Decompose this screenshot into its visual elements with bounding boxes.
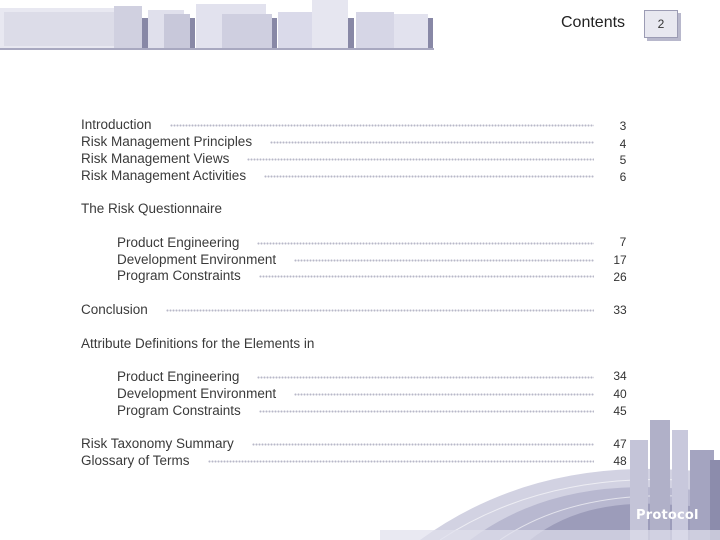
- dot-leader: [257, 376, 594, 380]
- dot-leader: [258, 275, 594, 279]
- toc-entry-page: 6: [619, 170, 627, 184]
- dot-leader: [207, 460, 594, 464]
- toc-entry-label: Program Constraints: [117, 268, 241, 283]
- toc-entry-attr-development-environment[interactable]: Development Environment: [117, 385, 606, 402]
- section-heading-attributes: Attribute Definitions for the Elements i…: [81, 336, 315, 351]
- toc-entry-label: Product Engineering: [117, 369, 240, 384]
- toc-entry-label: Risk Taxonomy Summary: [81, 436, 234, 451]
- toc-entry-views[interactable]: Risk Management Views: [81, 150, 606, 167]
- toc-entry-principles[interactable]: Risk Management Principles: [81, 133, 606, 150]
- toc-entry-page: 5: [619, 153, 627, 167]
- toc-entry-product-engineering[interactable]: Product Engineering: [117, 234, 606, 251]
- toc-entry-activities[interactable]: Risk Management Activities: [81, 167, 606, 184]
- dot-leader: [251, 443, 594, 447]
- toc-entry-label: Risk Management Principles: [81, 134, 253, 149]
- page-number-badge: 2: [644, 10, 678, 38]
- toc-entry-page: 17: [613, 253, 627, 267]
- dot-leader: [294, 393, 594, 397]
- toc-entry-introduction[interactable]: Introduction: [81, 116, 606, 133]
- footer-decoration: [380, 420, 720, 540]
- dot-leader: [264, 175, 594, 179]
- protocol-logo: Protocol: [636, 508, 699, 523]
- toc-entry-page: 45: [613, 404, 627, 418]
- dot-leader: [270, 141, 594, 145]
- header-decoration: [0, 0, 434, 50]
- toc-entry-taxonomy-summary[interactable]: Risk Taxonomy Summary: [81, 435, 606, 452]
- dot-leader: [258, 410, 594, 414]
- toc-entry-page: 47: [613, 437, 627, 451]
- toc-entry-label: Conclusion: [81, 302, 148, 317]
- toc-entry-conclusion[interactable]: Conclusion: [81, 301, 606, 318]
- section-heading-questionnaire: The Risk Questionnaire: [81, 201, 223, 216]
- toc-entry-page: 48: [613, 454, 627, 468]
- dot-leader: [257, 242, 594, 246]
- dot-leader: [165, 309, 594, 313]
- page-title: Contents: [561, 14, 626, 31]
- toc-entry-label: Program Constraints: [117, 403, 241, 418]
- toc-entry-page: 40: [613, 387, 627, 401]
- toc-entry-label: Introduction: [81, 117, 152, 132]
- toc-entry-development-environment[interactable]: Development Environment: [117, 251, 606, 268]
- toc-entry-attr-product-engineering[interactable]: Product Engineering: [117, 368, 606, 385]
- toc-entry-program-constraints[interactable]: Program Constraints: [117, 267, 606, 284]
- toc-entry-label: Product Engineering: [117, 235, 240, 250]
- toc-entry-page: 33: [613, 303, 627, 317]
- toc-entry-page: 3: [619, 119, 627, 133]
- toc-entry-page: 26: [613, 270, 627, 284]
- toc-entry-attr-program-constraints[interactable]: Program Constraints: [117, 402, 606, 419]
- toc-entry-label: Risk Management Views: [81, 151, 230, 166]
- toc-entry-label: Risk Management Activities: [81, 168, 247, 183]
- toc-entry-page: 34: [613, 369, 627, 383]
- dot-leader: [247, 158, 594, 162]
- toc-entry-page: 7: [619, 235, 627, 249]
- toc-entry-label: Development Environment: [117, 252, 277, 267]
- toc-entry-label: Development Environment: [117, 386, 277, 401]
- toc-entry-glossary[interactable]: Glossary of Terms: [81, 452, 606, 469]
- dot-leader: [169, 124, 594, 128]
- toc-entry-page: 4: [619, 137, 627, 151]
- dot-leader: [294, 259, 594, 263]
- page-number: 2: [657, 17, 665, 31]
- toc-entry-label: Glossary of Terms: [81, 453, 190, 468]
